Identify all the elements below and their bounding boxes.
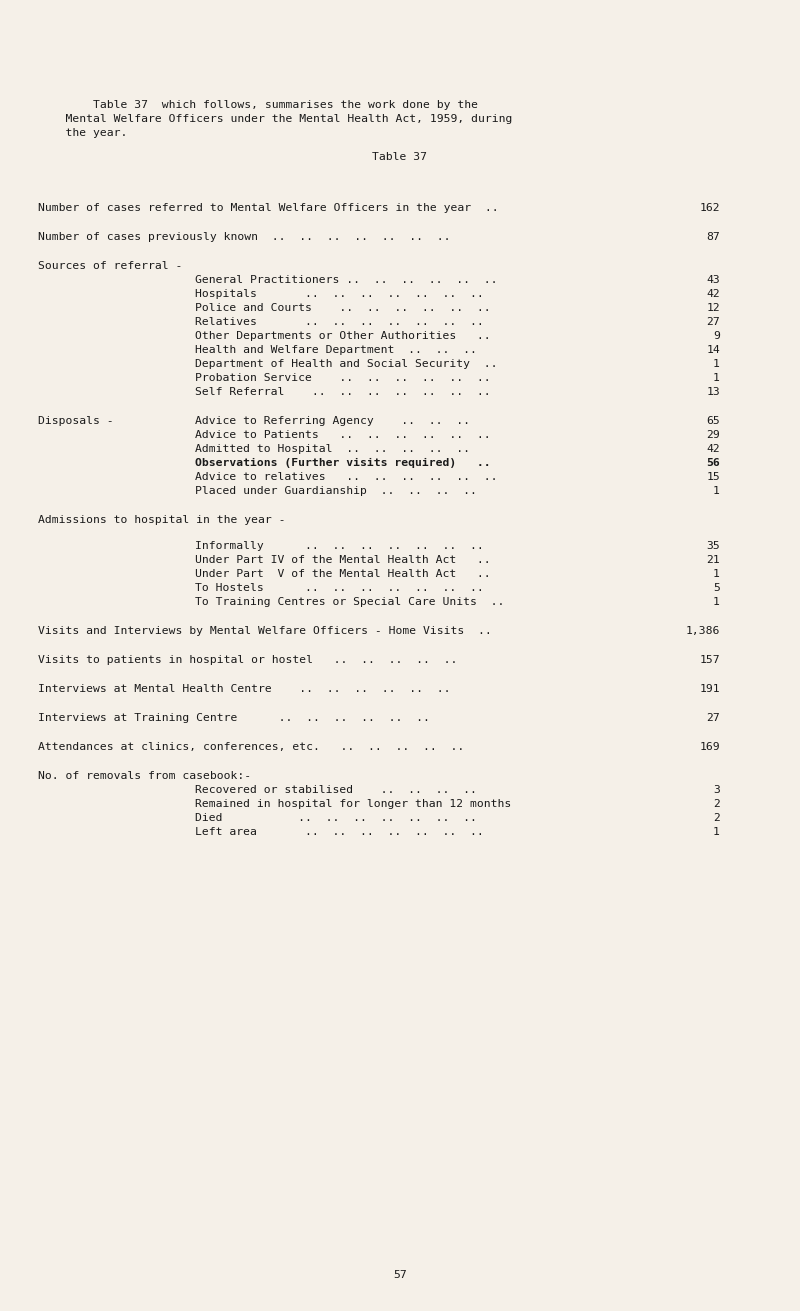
Text: 35: 35 [706, 541, 720, 551]
Text: Other Departments or Other Authorities   ..: Other Departments or Other Authorities .… [195, 330, 490, 341]
Text: Number of cases referred to Mental Welfare Officers in the year  ..: Number of cases referred to Mental Welfa… [38, 203, 498, 212]
Text: Interviews at Training Centre      ..  ..  ..  ..  ..  ..: Interviews at Training Centre .. .. .. .… [38, 713, 430, 722]
Text: 191: 191 [699, 684, 720, 694]
Text: Admissions to hospital in the year -: Admissions to hospital in the year - [38, 515, 286, 524]
Text: the year.: the year. [38, 128, 127, 138]
Text: 1: 1 [713, 359, 720, 368]
Text: 15: 15 [706, 472, 720, 482]
Text: 56: 56 [706, 458, 720, 468]
Text: 42: 42 [706, 288, 720, 299]
Text: 1: 1 [713, 569, 720, 578]
Text: 42: 42 [706, 444, 720, 454]
Text: Visits to patients in hospital or hostel   ..  ..  ..  ..  ..: Visits to patients in hospital or hostel… [38, 654, 458, 665]
Text: Probation Service    ..  ..  ..  ..  ..  ..: Probation Service .. .. .. .. .. .. [195, 372, 490, 383]
Text: General Practitioners ..  ..  ..  ..  ..  ..: General Practitioners .. .. .. .. .. .. [195, 275, 498, 284]
Text: Disposals -: Disposals - [38, 416, 114, 426]
Text: Table 37  which follows, summarises the work done by the: Table 37 which follows, summarises the w… [38, 100, 478, 110]
Text: Number of cases previously known  ..  ..  ..  ..  ..  ..  ..: Number of cases previously known .. .. .… [38, 232, 450, 241]
Text: Self Referral    ..  ..  ..  ..  ..  ..  ..: Self Referral .. .. .. .. .. .. .. [195, 387, 490, 397]
Text: Advice to relatives   ..  ..  ..  ..  ..  ..: Advice to relatives .. .. .. .. .. .. [195, 472, 498, 482]
Text: Sources of referral -: Sources of referral - [38, 261, 182, 271]
Text: Visits and Interviews by Mental Welfare Officers - Home Visits  ..: Visits and Interviews by Mental Welfare … [38, 625, 492, 636]
Text: Advice to Referring Agency    ..  ..  ..: Advice to Referring Agency .. .. .. [195, 416, 470, 426]
Text: 65: 65 [706, 416, 720, 426]
Text: Advice to Patients   ..  ..  ..  ..  ..  ..: Advice to Patients .. .. .. .. .. .. [195, 430, 490, 439]
Text: Informally      ..  ..  ..  ..  ..  ..  ..: Informally .. .. .. .. .. .. .. [195, 541, 484, 551]
Text: 43: 43 [706, 275, 720, 284]
Text: 57: 57 [393, 1270, 407, 1280]
Text: Admitted to Hospital  ..  ..  ..  ..  ..: Admitted to Hospital .. .. .. .. .. [195, 444, 470, 454]
Text: 157: 157 [699, 654, 720, 665]
Text: Observations (Further visits required)   ..: Observations (Further visits required) .… [195, 458, 490, 468]
Text: 1: 1 [713, 827, 720, 836]
Text: Police and Courts    ..  ..  ..  ..  ..  ..: Police and Courts .. .. .. .. .. .. [195, 303, 490, 313]
Text: 2: 2 [713, 798, 720, 809]
Text: 1: 1 [713, 597, 720, 607]
Text: Under Part IV of the Mental Health Act   ..: Under Part IV of the Mental Health Act .… [195, 555, 490, 565]
Text: 27: 27 [706, 317, 720, 326]
Text: Health and Welfare Department  ..  ..  ..: Health and Welfare Department .. .. .. [195, 345, 477, 355]
Text: 3: 3 [713, 785, 720, 794]
Text: Recovered or stabilised    ..  ..  ..  ..: Recovered or stabilised .. .. .. .. [195, 785, 477, 794]
Text: 87: 87 [706, 232, 720, 241]
Text: To Training Centres or Special Care Units  ..: To Training Centres or Special Care Unit… [195, 597, 504, 607]
Text: No. of removals from casebook:-: No. of removals from casebook:- [38, 771, 251, 781]
Text: 9: 9 [713, 330, 720, 341]
Text: 5: 5 [713, 583, 720, 593]
Text: Mental Welfare Officers under the Mental Health Act, 1959, during: Mental Welfare Officers under the Mental… [38, 114, 512, 125]
Text: Died           ..  ..  ..  ..  ..  ..  ..: Died .. .. .. .. .. .. .. [195, 813, 477, 823]
Text: 29: 29 [706, 430, 720, 439]
Text: 14: 14 [706, 345, 720, 355]
Text: Under Part  V of the Mental Health Act   ..: Under Part V of the Mental Health Act .. [195, 569, 490, 578]
Text: Placed under Guardianship  ..  ..  ..  ..: Placed under Guardianship .. .. .. .. [195, 486, 477, 496]
Text: 21: 21 [706, 555, 720, 565]
Text: Left area       ..  ..  ..  ..  ..  ..  ..: Left area .. .. .. .. .. .. .. [195, 827, 484, 836]
Text: Hospitals       ..  ..  ..  ..  ..  ..  ..: Hospitals .. .. .. .. .. .. .. [195, 288, 484, 299]
Text: 2: 2 [713, 813, 720, 823]
Text: Table 37: Table 37 [373, 152, 427, 163]
Text: 13: 13 [706, 387, 720, 397]
Text: 27: 27 [706, 713, 720, 722]
Text: 1,386: 1,386 [686, 625, 720, 636]
Text: 12: 12 [706, 303, 720, 313]
Text: 1: 1 [713, 372, 720, 383]
Text: To Hostels      ..  ..  ..  ..  ..  ..  ..: To Hostels .. .. .. .. .. .. .. [195, 583, 484, 593]
Text: Attendances at clinics, conferences, etc.   ..  ..  ..  ..  ..: Attendances at clinics, conferences, etc… [38, 742, 464, 751]
Text: Relatives       ..  ..  ..  ..  ..  ..  ..: Relatives .. .. .. .. .. .. .. [195, 317, 484, 326]
Text: 1: 1 [713, 486, 720, 496]
Text: 162: 162 [699, 203, 720, 212]
Text: Remained in hospital for longer than 12 months: Remained in hospital for longer than 12 … [195, 798, 511, 809]
Text: Interviews at Mental Health Centre    ..  ..  ..  ..  ..  ..: Interviews at Mental Health Centre .. ..… [38, 684, 450, 694]
Text: Department of Health and Social Security  ..: Department of Health and Social Security… [195, 359, 498, 368]
Text: 169: 169 [699, 742, 720, 751]
